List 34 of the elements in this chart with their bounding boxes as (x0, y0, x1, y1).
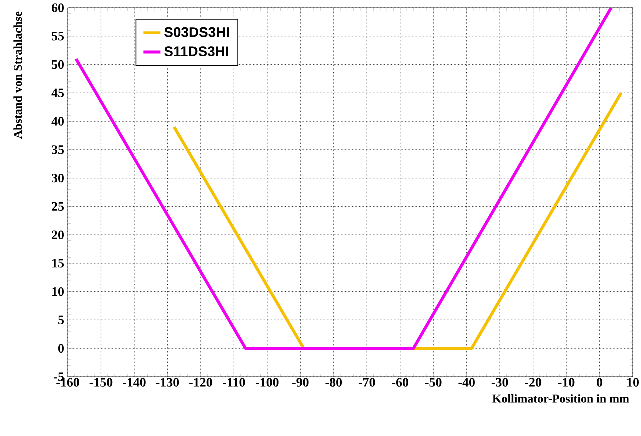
y-tick-label: 25 (52, 202, 64, 212)
x-tick-label: -100 (256, 378, 279, 387)
x-tick-label: -110 (223, 378, 246, 387)
x-tick-label: 0 (597, 378, 603, 387)
x-tick-label: -80 (326, 378, 342, 387)
y-tick-label: 55 (52, 32, 64, 41)
x-tick-label: -130 (156, 378, 180, 387)
x-tick-label: -150 (90, 378, 113, 387)
x-tick-label: -70 (358, 378, 376, 387)
y-tick-label: 60 (52, 4, 64, 12)
x-tick-label: -140 (123, 378, 146, 387)
y-tick-label: 20 (52, 230, 64, 240)
x-tick-label: -40 (458, 378, 475, 387)
x-tick-label: -10 (558, 378, 575, 387)
legend-label: S03DS3HI (164, 27, 230, 38)
y-axis-title: Abstand von Strahlachse (14, 12, 22, 139)
x-axis-title: Kollimator-Position in mm (492, 394, 630, 403)
y-tick-label: 40 (52, 117, 64, 126)
y-tick-label: 10 (52, 287, 64, 296)
y-tick-label: 5 (58, 316, 64, 325)
x-tick-label: -60 (392, 378, 408, 387)
y-tick-label: 50 (52, 60, 64, 70)
y-tick-label: 0 (58, 344, 64, 353)
x-tick-label: 10 (628, 378, 639, 387)
x-tick-label: -90 (292, 378, 309, 387)
y-tick-label: 30 (52, 174, 64, 183)
legend-label: S11DS3HI (164, 46, 228, 57)
y-tick-label: 15 (52, 259, 64, 268)
x-tick-label: -30 (492, 378, 508, 387)
x-tick-label: -50 (425, 378, 442, 387)
x-tick-label: -20 (525, 378, 542, 387)
x-tick-label: -120 (190, 378, 212, 387)
y-tick-label: 35 (52, 146, 64, 154)
y-tick-label: 45 (52, 88, 64, 98)
